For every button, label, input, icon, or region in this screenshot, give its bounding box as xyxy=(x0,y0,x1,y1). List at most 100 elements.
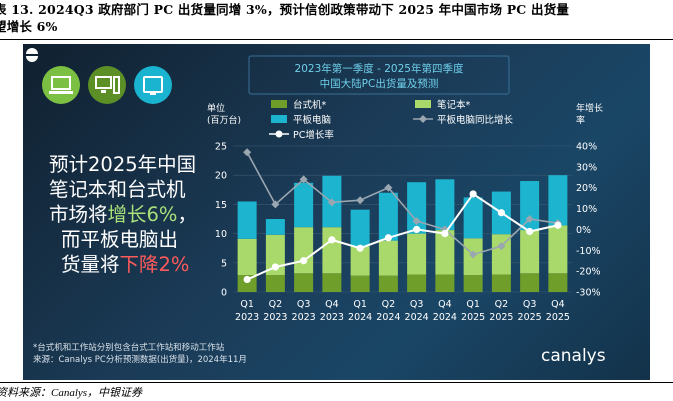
desktop-icon xyxy=(88,66,126,104)
pc-growth-point xyxy=(271,263,279,271)
y-tick-right: 0% xyxy=(576,225,591,236)
headline-line-5-pre: 货量将 xyxy=(61,253,120,276)
tablet-icon xyxy=(134,66,172,104)
bar-tablet xyxy=(265,219,285,235)
chart-title: 2023年第一季度 - 2025年第四季度 xyxy=(295,62,464,75)
bar-tablet xyxy=(237,201,257,239)
y-tick-right: 30% xyxy=(576,162,597,173)
pc-growth-point xyxy=(384,234,392,242)
bar-desktop xyxy=(378,275,398,292)
legend-swatch xyxy=(271,115,287,123)
chart-panel: 2023年第一季度 - 2025年第四季度 中国大陆PC出货量及预测 单位 (百万台)… xyxy=(23,44,650,380)
x-tick-year: 2023 xyxy=(263,312,287,323)
x-tick-quarter: Q2 xyxy=(269,299,283,310)
right-axis-unit-line-1: 年增长 xyxy=(576,102,603,114)
bar-tablet xyxy=(435,179,455,231)
footnote-line-1: *台式机和工作站分别包含台式工作站和移动工作站 xyxy=(33,343,225,353)
bar-desktop xyxy=(350,275,370,292)
legend-label: 平板电脑同比增长 xyxy=(437,114,514,126)
x-tick-year: 2025 xyxy=(546,312,570,323)
legend-label: 平板电脑 xyxy=(293,114,331,126)
chart-title-box xyxy=(248,55,510,95)
bar-desktop xyxy=(548,273,568,292)
tablet-growth-point xyxy=(412,217,421,226)
headline-line-1: 预计2025年中国 xyxy=(49,153,197,176)
legend-label: 台式机* xyxy=(293,99,327,111)
headline-line-3-post: ， xyxy=(177,203,197,226)
bar-notebook xyxy=(520,230,540,274)
legend-label: PC增长率 xyxy=(293,129,334,141)
x-tick-year: 2025 xyxy=(461,312,485,323)
bar-tablet xyxy=(378,192,398,241)
pc-growth-point xyxy=(469,190,477,198)
legend-marker xyxy=(275,130,283,138)
x-tick-year: 2023 xyxy=(320,312,344,323)
pc-growth-point xyxy=(497,209,505,217)
x-tick-year: 2025 xyxy=(489,312,513,323)
bar-desktop xyxy=(491,274,511,292)
pc-growth-point xyxy=(328,236,336,244)
headline-line-2: 笔记本和台式机 xyxy=(49,178,186,201)
y-tick-right: 10% xyxy=(576,204,597,215)
headline-line-5: 货量将下降2% xyxy=(49,252,249,277)
bar-notebook xyxy=(548,225,568,274)
canalys-logo-icon xyxy=(26,48,38,62)
tablet-growth-point xyxy=(356,196,365,205)
bar-desktop xyxy=(520,273,540,292)
bar-notebook xyxy=(237,238,257,276)
bar-tablet xyxy=(548,175,568,226)
pc-growth-point xyxy=(356,244,364,252)
x-tick-year: 2024 xyxy=(405,312,429,323)
tablet-growth-point xyxy=(384,183,393,192)
headline-line-3: 市场将增长6%， xyxy=(49,202,249,227)
chart-svg: 2023年第一季度 - 2025年第四季度中国大陆PC出货量及预测单位(百万台)… xyxy=(207,55,603,323)
caption-line-1: 表 13. 2024Q3 政府部门 PC 出货量同增 3%，预计信创政策带动下 … xyxy=(0,2,570,17)
right-axis-unit-line-2: 率 xyxy=(576,114,585,126)
bar-desktop xyxy=(435,274,455,292)
legend-swatch xyxy=(415,100,431,108)
bar-notebook xyxy=(350,246,370,276)
y-tick-right: 40% xyxy=(576,142,597,153)
x-tick-quarter: Q1 xyxy=(240,299,254,310)
footnote-line-2: 来源：Canalys PC分析预测数据(出货量)，2024年11月 xyxy=(33,355,247,365)
y-tick-left: 0 xyxy=(221,288,227,299)
headline-decline-highlight: 下降2% xyxy=(119,253,190,276)
x-tick-quarter: Q3 xyxy=(410,299,424,310)
headline-line-4: 而平板电脑出 xyxy=(61,228,179,251)
x-tick-year: 2023 xyxy=(292,312,316,323)
tablet-growth-point xyxy=(299,175,308,184)
bar-desktop xyxy=(407,274,427,292)
pc-growth-point xyxy=(526,227,534,236)
headline-line-3-pre: 市场将 xyxy=(49,203,108,226)
y-tick-right: 20% xyxy=(576,183,597,194)
headline-growth-highlight: 增长6% xyxy=(107,203,178,226)
x-tick-year: 2023 xyxy=(235,312,259,323)
left-axis-unit-line-2: (百万台) xyxy=(207,114,241,126)
bar-notebook xyxy=(435,230,455,275)
y-tick-left: 20 xyxy=(215,171,227,182)
x-tick-quarter: Q2 xyxy=(495,299,509,310)
bar-tablet xyxy=(294,182,314,228)
tablet-growth-point xyxy=(497,242,506,251)
x-tick-year: 2025 xyxy=(518,312,542,323)
bar-desktop xyxy=(237,275,257,292)
x-tick-quarter: Q4 xyxy=(438,299,452,310)
y-tick-right: -10% xyxy=(576,246,601,257)
y-tick-left: 15 xyxy=(215,200,227,211)
tablet-growth-point xyxy=(525,215,534,223)
y-tick-left: 25 xyxy=(215,142,227,153)
tablet-growth-point xyxy=(327,198,336,207)
x-tick-quarter: Q1 xyxy=(353,299,367,310)
tablet-growth-line xyxy=(246,151,558,256)
y-tick-right: -30% xyxy=(576,288,601,299)
bar-notebook xyxy=(322,227,342,274)
x-tick-quarter: Q3 xyxy=(297,299,311,310)
headline: 预计2025年中国 笔记本和台式机 市场将增长6%， 而平板电脑出 货量将下降2… xyxy=(49,152,249,277)
legend-label: 笔记本* xyxy=(437,99,471,111)
legend-marker xyxy=(419,115,427,123)
bottom-rule xyxy=(0,382,673,383)
bar-tablet xyxy=(350,209,370,247)
tablet-growth-point xyxy=(271,200,280,209)
bar-desktop xyxy=(322,273,342,292)
tablet-growth-point xyxy=(469,250,478,259)
